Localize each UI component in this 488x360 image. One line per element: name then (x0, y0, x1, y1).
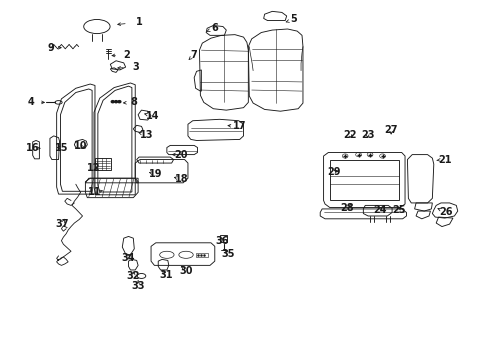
Text: 22: 22 (343, 130, 356, 140)
Circle shape (114, 100, 117, 103)
Text: 26: 26 (438, 207, 451, 217)
Text: 29: 29 (326, 167, 340, 177)
Text: 13: 13 (139, 130, 153, 140)
Text: 1: 1 (135, 17, 142, 27)
Text: 10: 10 (74, 141, 87, 152)
Text: 9: 9 (47, 43, 54, 53)
Text: 32: 32 (126, 271, 140, 281)
Text: 2: 2 (122, 50, 129, 60)
Text: 17: 17 (232, 121, 246, 131)
Text: 34: 34 (121, 253, 135, 262)
Text: 4: 4 (28, 98, 35, 107)
Text: 6: 6 (211, 23, 218, 33)
Text: 37: 37 (56, 219, 69, 229)
Text: 8: 8 (131, 98, 138, 107)
Circle shape (118, 100, 121, 103)
Text: 28: 28 (340, 203, 354, 213)
Text: 19: 19 (149, 169, 163, 179)
Text: 3: 3 (132, 62, 139, 72)
Text: 20: 20 (174, 150, 187, 159)
Text: 15: 15 (55, 143, 68, 153)
Text: 7: 7 (190, 50, 197, 60)
Text: 18: 18 (175, 174, 189, 184)
Text: 30: 30 (179, 266, 192, 276)
Text: 25: 25 (391, 205, 405, 215)
Text: 36: 36 (215, 236, 228, 246)
Text: 12: 12 (86, 163, 100, 173)
Text: 31: 31 (159, 270, 173, 280)
Text: 21: 21 (437, 154, 450, 165)
Text: 14: 14 (145, 111, 159, 121)
Text: 16: 16 (26, 143, 40, 153)
Text: 24: 24 (372, 205, 386, 215)
Text: 11: 11 (88, 187, 102, 197)
Text: 33: 33 (131, 281, 144, 291)
Text: 23: 23 (360, 130, 374, 140)
Bar (219, 235, 226, 242)
Text: 35: 35 (221, 249, 234, 259)
Bar (195, 253, 207, 257)
Circle shape (111, 100, 114, 103)
Text: 27: 27 (384, 125, 397, 135)
Text: 5: 5 (290, 14, 297, 24)
